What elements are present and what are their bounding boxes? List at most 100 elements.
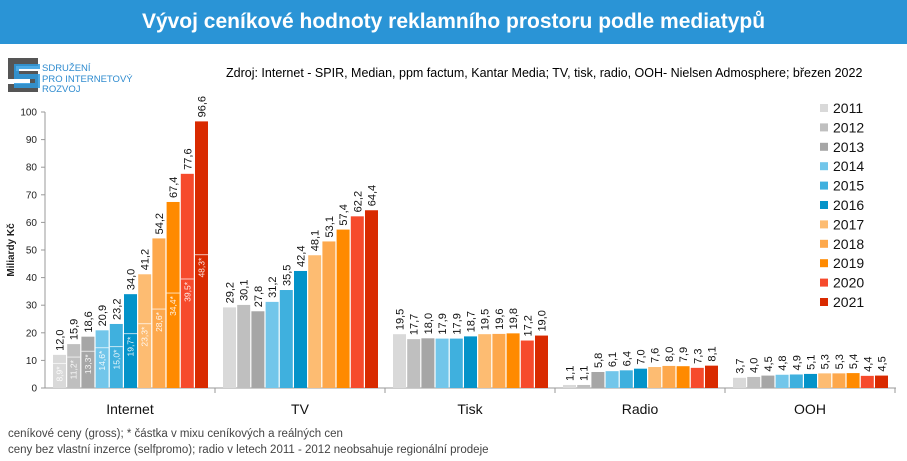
logo-line: PRO INTERNETOVÝ xyxy=(42,73,133,85)
legend-swatch xyxy=(820,220,828,229)
data-label: 30,1 xyxy=(239,280,251,301)
bar-radio-2016 xyxy=(634,368,647,388)
bar-tisk-2020 xyxy=(520,340,534,388)
data-label: 4,8 xyxy=(777,355,789,370)
data-label: 19,6 xyxy=(494,308,506,329)
data-label: 19,8 xyxy=(508,308,520,329)
y-tick-label: 100 xyxy=(20,108,37,119)
category-label: Internet xyxy=(106,401,154,417)
legend-label: 2017 xyxy=(833,216,864,232)
bar-ooh-2019 xyxy=(846,373,860,388)
legend-label: 2011 xyxy=(833,100,863,116)
bar-radio-2014 xyxy=(605,371,619,388)
data-label: 23,2 xyxy=(111,299,123,320)
legend-swatch xyxy=(820,142,828,151)
legend-label: 2016 xyxy=(833,197,864,213)
data-label: 19,0 xyxy=(537,310,549,331)
bar-radio-2020 xyxy=(690,367,704,388)
data-label: 8,0 xyxy=(664,347,676,362)
y-axis-label: Miliardy Kč xyxy=(6,223,17,277)
bar-tisk-2013 xyxy=(421,338,435,388)
legend-swatch xyxy=(820,162,828,171)
data-label: 4,9 xyxy=(791,355,803,370)
bar-tv-2015 xyxy=(279,290,293,388)
data-label: 29,2 xyxy=(225,282,237,303)
bar-ooh-2021 xyxy=(875,375,888,388)
legend-swatch xyxy=(820,298,828,306)
bar-ooh-2013 xyxy=(761,375,775,388)
bar-tisk-2014 xyxy=(435,338,449,388)
data-label: 5,1 xyxy=(806,355,818,370)
data-label: 4,5 xyxy=(763,356,775,371)
legend-label: 2012 xyxy=(833,119,864,135)
y-tick-label: 30 xyxy=(26,301,38,312)
y-tick-label: 10 xyxy=(26,356,38,367)
data-label: 34,0 xyxy=(126,269,138,290)
bar-internet-2013 xyxy=(81,336,95,388)
mix-label: 48,3* xyxy=(197,257,207,278)
bar-internet-2015 xyxy=(109,323,123,388)
data-label: 77,6 xyxy=(182,148,194,169)
legend-swatch xyxy=(820,104,828,112)
y-tick-label: 50 xyxy=(26,246,38,257)
category-label: Tisk xyxy=(457,401,483,417)
data-label: 7,3 xyxy=(692,349,704,364)
data-label: 8,1 xyxy=(707,346,719,361)
y-tick-label: 80 xyxy=(26,163,38,174)
data-label: 17,9 xyxy=(437,313,449,334)
data-label: 57,4 xyxy=(338,204,350,225)
data-label: 1,1 xyxy=(579,366,591,381)
data-label: 15,9 xyxy=(69,319,81,340)
data-label: 7,6 xyxy=(650,348,662,363)
bar-tv-2011 xyxy=(223,307,236,388)
bar-radio-2013 xyxy=(591,371,605,388)
data-label: 41,2 xyxy=(140,249,152,270)
bar-ooh-2014 xyxy=(775,374,789,388)
legend-swatch xyxy=(820,201,828,209)
category-label: TV xyxy=(291,401,310,417)
bar-radio-2021 xyxy=(705,365,718,388)
bar-tv-2017 xyxy=(308,255,322,388)
legend-swatch xyxy=(820,278,828,287)
mix-label: 14,6* xyxy=(97,350,107,371)
data-label: 64,4 xyxy=(367,185,379,206)
bar-radio-2019 xyxy=(676,366,690,388)
bar-internet-2016 xyxy=(124,294,137,388)
bar-internet-2017 xyxy=(138,274,152,388)
bar-ooh-2020 xyxy=(860,375,874,388)
y-tick-label: 90 xyxy=(26,135,38,146)
data-label: 35,5 xyxy=(281,265,293,286)
data-label: 1,1 xyxy=(565,366,577,381)
category-label: Radio xyxy=(622,401,659,417)
data-label: 5,3 xyxy=(820,354,832,369)
bar-internet-2012 xyxy=(67,344,81,388)
footnote: ceny bez vlastní inzerce (selfpromo); ra… xyxy=(8,444,489,456)
data-label: 4,5 xyxy=(877,356,889,371)
bar-radio-2017 xyxy=(648,367,662,388)
bar-internet-2019 xyxy=(166,201,180,388)
data-label: 19,5 xyxy=(395,309,407,330)
data-label: 48,1 xyxy=(310,230,322,251)
data-label: 17,9 xyxy=(451,313,463,334)
bar-internet-2014 xyxy=(95,330,109,388)
legend-swatch xyxy=(820,181,828,190)
bar-internet-2020 xyxy=(180,173,194,388)
legend-swatch xyxy=(820,123,828,132)
data-label: 18,0 xyxy=(423,313,435,334)
y-tick-label: 40 xyxy=(26,273,38,284)
data-label: 18,7 xyxy=(466,311,478,332)
bar-tisk-2017 xyxy=(478,334,492,388)
data-label: 96,6 xyxy=(197,96,209,117)
legend-swatch xyxy=(820,259,828,268)
bar-tv-2021 xyxy=(365,210,378,388)
data-label: 62,2 xyxy=(352,191,364,212)
data-label: 6,1 xyxy=(607,352,619,367)
bar-radio-2011 xyxy=(563,384,576,388)
bar-tisk-2019 xyxy=(506,333,520,388)
logo-line: SDRUŽENÍ xyxy=(42,63,91,74)
data-label: 20,9 xyxy=(97,305,109,326)
data-label: 53,1 xyxy=(324,216,336,237)
data-label: 4,0 xyxy=(749,358,761,373)
mix-label: 39,5* xyxy=(182,281,192,302)
data-label: 42,4 xyxy=(296,246,308,267)
